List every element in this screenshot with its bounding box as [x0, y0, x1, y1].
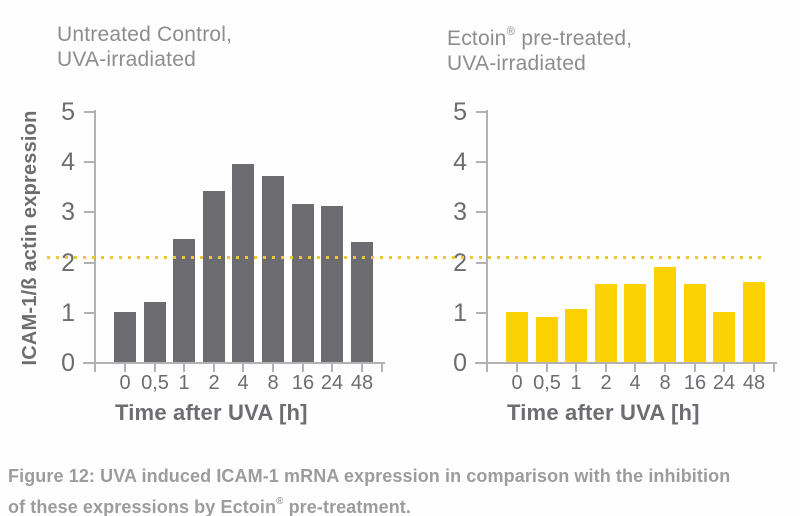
- x-tick: [575, 364, 577, 372]
- y-tick-label: 0: [453, 349, 467, 377]
- x-tick-label: 24: [320, 372, 344, 394]
- y-tick-label: 0: [61, 349, 75, 377]
- y-tick-label: 4: [453, 148, 467, 177]
- x-tick-label: 1: [570, 372, 582, 394]
- y-tick: [476, 161, 486, 164]
- y-tick-label: 1: [61, 298, 75, 327]
- x-tick-label: 48: [350, 372, 374, 394]
- x-tick: [272, 364, 274, 372]
- x-tick: [242, 364, 244, 372]
- chart-title-line: Ectoin® pre-treated,: [447, 25, 633, 50]
- bar: [654, 267, 676, 362]
- x-tick-label: 0,5: [141, 372, 169, 394]
- x-tick: [124, 364, 126, 372]
- x-tick-label: 0: [511, 372, 523, 394]
- bar: [144, 302, 166, 362]
- y-tick-label: 5: [61, 98, 75, 126]
- bar: [232, 164, 254, 362]
- y-tick: [476, 111, 486, 113]
- bar: [262, 176, 284, 362]
- y-axis-line: [486, 110, 488, 364]
- chart-title-line: UVA-irradiated: [447, 52, 586, 75]
- x-tick: [361, 364, 363, 372]
- bar: [595, 284, 617, 362]
- x-tick: [723, 364, 725, 372]
- y-axis-line: [94, 110, 96, 364]
- x-tick: [516, 364, 518, 372]
- bar: [536, 317, 558, 362]
- x-tick: [546, 364, 548, 372]
- bar-chart-ectoin-pretreated: 0 1 2 3 4 5 0 0,5 1 2 4 8 16 24 48: [453, 98, 777, 394]
- x-tick: [605, 364, 607, 372]
- x-tick: [331, 364, 333, 372]
- figure-caption-line: Figure 12: UVA induced ICAM-1 mRNA expre…: [8, 466, 731, 486]
- bar: [743, 282, 765, 362]
- y-tick-label: 2: [453, 248, 467, 277]
- x-tick-label: 8: [659, 372, 671, 394]
- bar: [713, 312, 735, 362]
- y-tick-label: 1: [453, 298, 467, 327]
- x-tick-label: 8: [267, 372, 279, 394]
- x-tick-label: 4: [237, 372, 249, 394]
- x-tick: [486, 364, 488, 372]
- x-tick: [694, 364, 696, 372]
- y-tick: [84, 261, 94, 264]
- x-tick: [381, 364, 383, 372]
- x-tick: [753, 364, 755, 372]
- x-tick-label: 16: [683, 372, 707, 394]
- chart-title-line: Untreated Control,: [57, 23, 233, 46]
- chart-title-ectoin-pretreated: Ectoin® pre-treated, UVA-irradiated: [447, 22, 632, 76]
- x-tick-label: 0,5: [533, 372, 561, 394]
- x-axis-line: [83, 362, 385, 364]
- y-tick: [476, 261, 486, 264]
- y-tick: [476, 211, 486, 214]
- y-tick-label: 3: [453, 198, 467, 227]
- x-tick-label: 1: [178, 372, 190, 394]
- y-tick: [84, 311, 94, 314]
- x-tick: [213, 364, 215, 372]
- x-axis-label-left: Time after UVA [h]: [115, 400, 308, 425]
- bar: [506, 312, 528, 362]
- x-tick-label: 24: [712, 372, 736, 394]
- y-tick: [476, 311, 486, 314]
- bar: [351, 242, 373, 362]
- y-tick: [84, 161, 94, 164]
- x-tick: [183, 364, 185, 372]
- x-tick: [302, 364, 304, 372]
- chart-title-untreated-control: Untreated Control, UVA-irradiated: [57, 22, 232, 72]
- figure-caption-line: of these expressions by Ectoin® pre-trea…: [8, 496, 411, 516]
- x-tick: [94, 364, 96, 372]
- y-tick-label: 2: [61, 248, 75, 277]
- x-tick-label: 2: [600, 372, 612, 394]
- y-tick: [84, 211, 94, 214]
- y-tick-label: 3: [61, 198, 75, 227]
- x-axis-line: [475, 362, 777, 364]
- threshold-dotted-line: [47, 256, 765, 259]
- x-tick: [154, 364, 156, 372]
- x-tick-label: 4: [629, 372, 641, 394]
- y-tick-label: 4: [61, 148, 75, 177]
- bar: [684, 284, 706, 362]
- bar: [624, 284, 646, 362]
- bar-chart-untreated-control: 0 1 2 3 4 5 0 0,5 1 2 4 8 16 24 48: [61, 98, 385, 394]
- bar: [114, 312, 136, 362]
- x-tick: [664, 364, 666, 372]
- chart-title-line: UVA-irradiated: [57, 48, 196, 71]
- x-tick-label: 0: [119, 372, 131, 394]
- y-tick-label: 5: [453, 98, 467, 126]
- bar: [292, 204, 314, 362]
- x-tick-label: 48: [742, 372, 766, 394]
- y-tick: [84, 111, 94, 113]
- x-tick: [634, 364, 636, 372]
- bar: [565, 309, 587, 362]
- bar: [173, 239, 195, 362]
- figure-caption: Figure 12: UVA induced ICAM-1 mRNA expre…: [8, 463, 730, 516]
- x-axis-label-right: Time after UVA [h]: [507, 400, 700, 425]
- bar: [203, 191, 225, 362]
- bar: [321, 206, 343, 362]
- x-tick-label: 16: [291, 372, 315, 394]
- x-tick: [773, 364, 775, 372]
- x-tick-label: 2: [208, 372, 220, 394]
